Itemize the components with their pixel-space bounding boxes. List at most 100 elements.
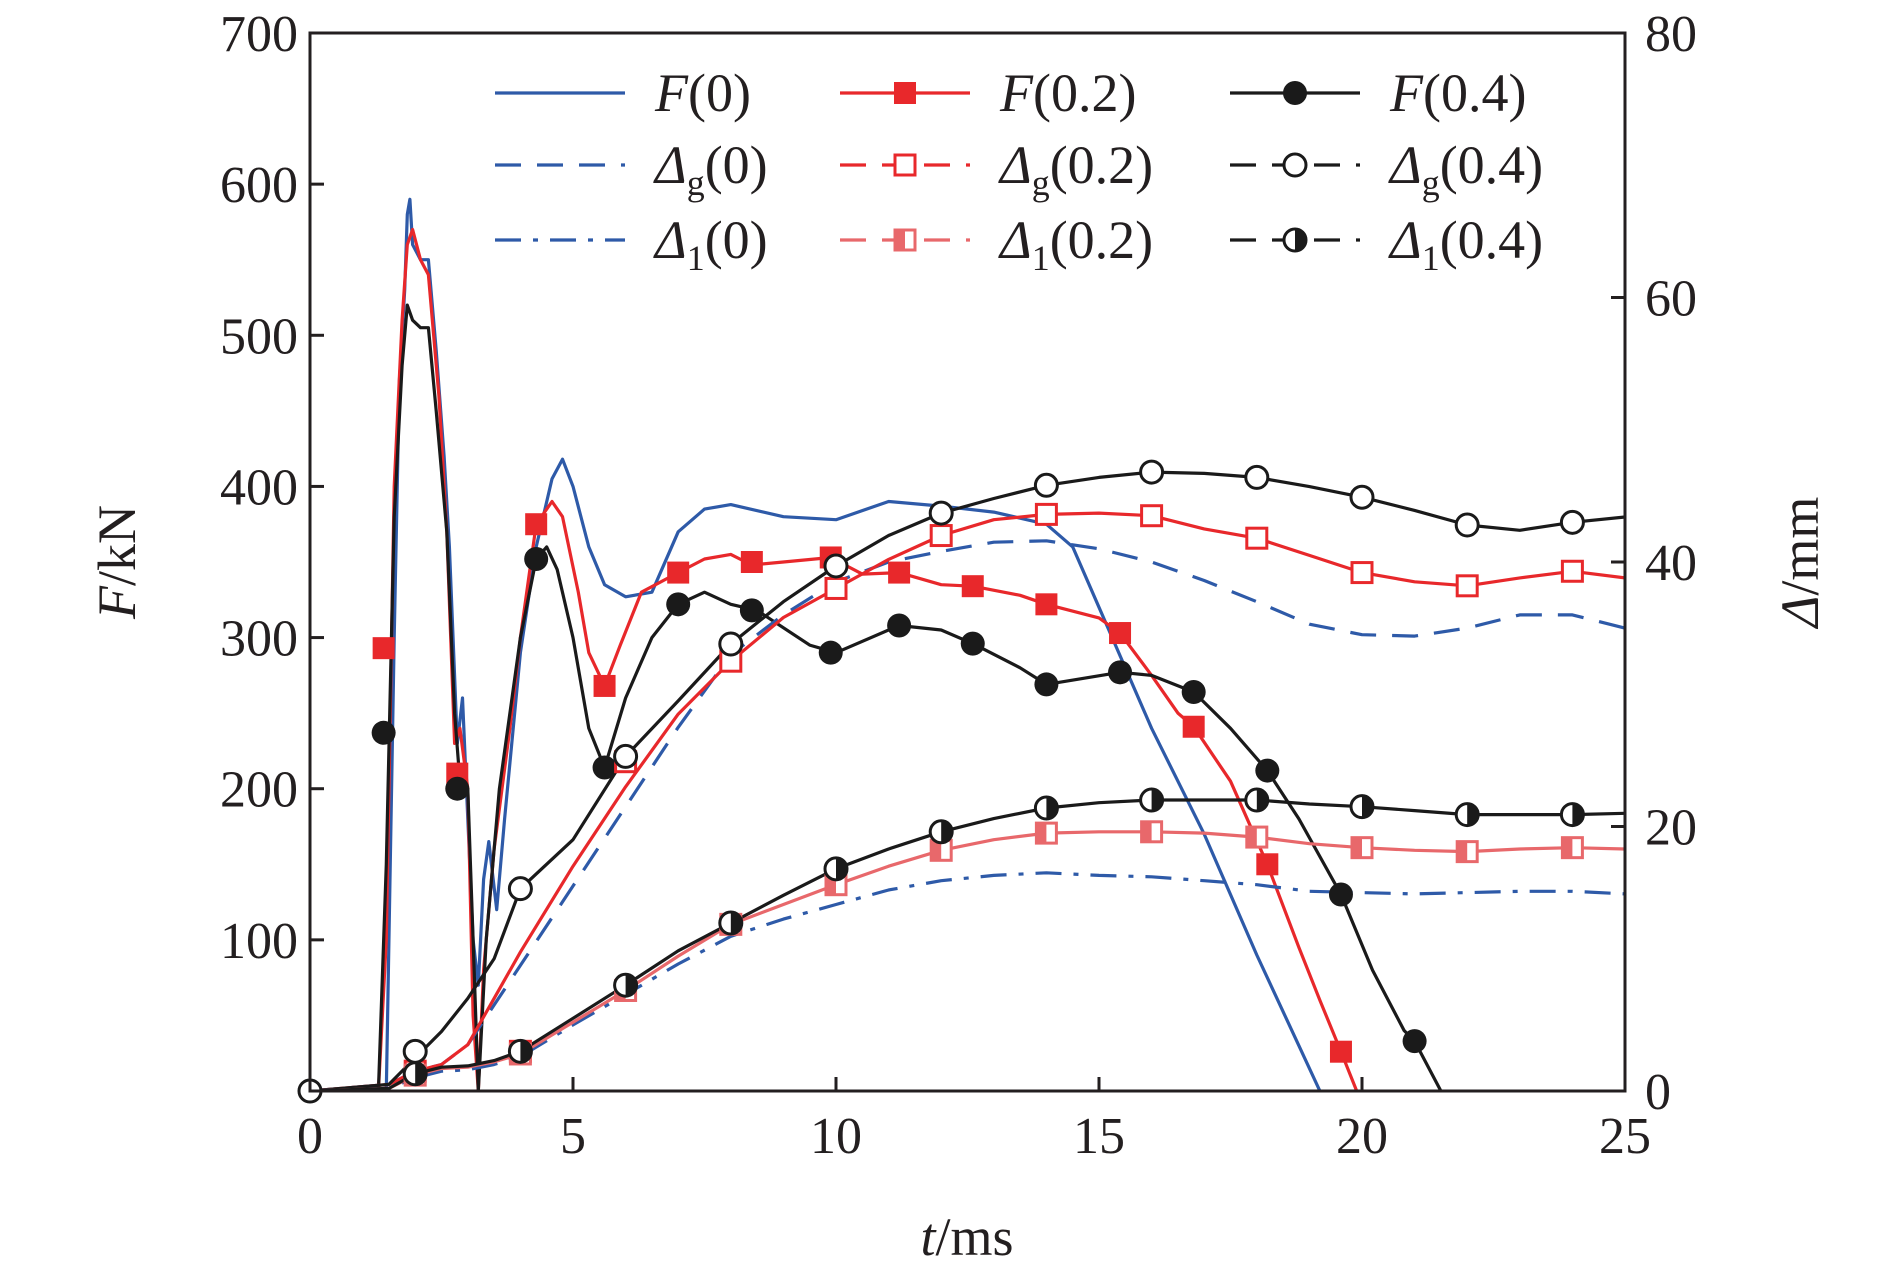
marker-dg02 — [1455, 574, 1479, 598]
ticks-layer: 0 5 10 15 20 25 100 200 300 400 500 600 700 0 20 40 60 80 — [220, 6, 1697, 1165]
marker-d104 — [613, 972, 639, 998]
marker-f04 — [1328, 882, 1353, 907]
legend-label: F(0) — [654, 63, 751, 123]
marker-dg04 — [1033, 472, 1059, 498]
marker-d104 — [1454, 802, 1480, 828]
series-line-dg04 — [310, 470, 1625, 1091]
marker-dg02 — [824, 576, 848, 600]
y-right-tick-label: 40 — [1645, 535, 1697, 592]
series-line-d102 — [310, 830, 1625, 1091]
x-axis-title: t/ms — [920, 1207, 1013, 1265]
marker-d104 — [507, 1038, 533, 1064]
legend-marker — [1282, 227, 1308, 253]
series-line-d104 — [310, 798, 1625, 1091]
marker-dg04 — [1559, 509, 1585, 535]
legend-entry: Δg(0.2) — [840, 135, 1153, 203]
x-tick-label: 5 — [560, 1108, 586, 1165]
marker-d104 — [1139, 787, 1165, 813]
y-left-tick-label: 400 — [220, 459, 298, 516]
marker-f04 — [1402, 1029, 1427, 1054]
y-right-tick-label: 60 — [1645, 271, 1697, 328]
marker-f04 — [445, 776, 470, 801]
marker-dg04 — [402, 1038, 428, 1064]
marker-d104 — [1244, 787, 1270, 813]
legend-label: Δg(0.4) — [1388, 135, 1543, 203]
legend-marker — [893, 228, 917, 252]
marker-dg04 — [1454, 512, 1480, 538]
y-axis-right-title: Δ/mm — [1770, 497, 1830, 630]
marker-dg04 — [718, 631, 744, 657]
marker-dg04 — [1139, 459, 1165, 485]
legend-entry: F(0.2) — [840, 63, 1136, 123]
legend-entry: Δ1(0) — [495, 210, 768, 278]
marker-f04 — [592, 755, 617, 780]
legend-label: Δg(0.2) — [998, 135, 1153, 203]
x-tick-label: 10 — [810, 1108, 862, 1165]
marker-f04 — [666, 592, 691, 617]
legend-entry: Δg(0.4) — [1230, 135, 1543, 203]
marker-dg04 — [1244, 464, 1270, 490]
marker-dg04 — [1349, 484, 1375, 510]
legend-entry: Δ1(0.2) — [840, 210, 1153, 278]
y-right-tick-label: 0 — [1645, 1064, 1671, 1121]
legend-label: Δ1(0.4) — [1388, 210, 1543, 278]
marker-f02 — [667, 561, 690, 584]
marker-d102 — [1140, 820, 1164, 844]
marker-d102 — [1034, 821, 1058, 845]
marker-d104 — [928, 819, 954, 845]
y-left-tick-label: 300 — [220, 611, 298, 668]
x-tick-label: 15 — [1073, 1108, 1125, 1165]
legend-marker — [1282, 152, 1308, 178]
marker-f02 — [1109, 622, 1132, 645]
x-tick-label: 20 — [1336, 1108, 1388, 1165]
y-right-tick-label: 20 — [1645, 800, 1697, 857]
marker-d102 — [1245, 825, 1269, 849]
marker-f04 — [524, 546, 549, 571]
marker-d102 — [1560, 836, 1584, 860]
marker-d102 — [1455, 840, 1479, 864]
series-line-dg0 — [310, 539, 1625, 1091]
marker-f04 — [1255, 758, 1280, 783]
legend: F(0) F(0.2) F(0.4) Δg(0) Δg(0.2) Δg(0.4) Δ1(0)… — [495, 63, 1543, 278]
series-line-d10 — [310, 871, 1625, 1091]
legend-marker — [1283, 81, 1307, 105]
marker-f04 — [1181, 679, 1206, 704]
marker-d102 — [1350, 836, 1374, 860]
x-tick-label: 0 — [297, 1108, 323, 1165]
y-right-tick-label: 80 — [1645, 6, 1697, 63]
marker-f04 — [818, 640, 843, 665]
y-left-tick-label: 600 — [220, 157, 298, 214]
marker-dg04 — [507, 876, 533, 902]
x-tick-label: 25 — [1599, 1108, 1651, 1165]
marker-f02 — [593, 674, 616, 697]
marker-d104 — [1033, 795, 1059, 821]
legend-entry: F(0.4) — [1230, 63, 1526, 123]
marker-f04 — [739, 598, 764, 623]
marker-d104 — [718, 910, 744, 936]
marker-f04 — [1108, 660, 1133, 685]
marker-f02 — [1182, 715, 1205, 738]
marker-f02 — [1329, 1040, 1352, 1063]
legend-label: Δg(0) — [653, 135, 768, 203]
marker-dg02 — [1245, 526, 1269, 550]
series-line-dg02 — [310, 511, 1625, 1091]
legend-label: Δ1(0) — [653, 210, 768, 278]
marker-dg02 — [1034, 502, 1058, 526]
marker-layer — [297, 459, 1585, 1104]
y-left-tick-label: 700 — [220, 6, 298, 63]
marker-dg02 — [1140, 504, 1164, 528]
marker-d104 — [823, 856, 849, 882]
marker-dg04 — [823, 553, 849, 579]
marker-f02 — [1256, 853, 1279, 876]
marker-f02 — [372, 637, 395, 660]
y-left-tick-label: 200 — [220, 762, 298, 819]
marker-d104 — [1559, 802, 1585, 828]
marker-f02 — [525, 513, 548, 536]
y-left-tick-label: 500 — [220, 308, 298, 365]
marker-f02 — [1035, 593, 1058, 616]
legend-entry: F(0) — [495, 63, 751, 123]
legend-label: F(0.4) — [1389, 63, 1526, 123]
marker-dg02 — [1560, 559, 1584, 583]
marker-f04 — [887, 613, 912, 638]
